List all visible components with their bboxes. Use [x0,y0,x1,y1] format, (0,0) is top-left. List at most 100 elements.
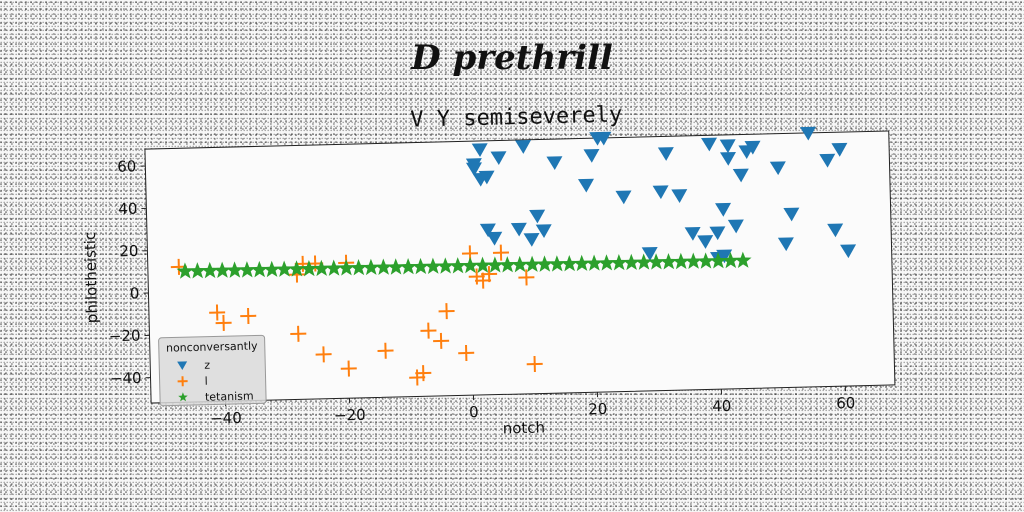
data-point [461,256,479,274]
data-point [250,260,269,278]
data-point [490,151,507,166]
legend-title: nonconversantly [166,339,258,354]
data-point [529,209,546,224]
data-point [300,259,318,277]
data-point [458,344,475,362]
data-point [819,153,836,168]
data-point [275,260,293,277]
figure-title: D prethrill [411,38,613,78]
legend-label-z: z [204,359,210,372]
legend-marker-l [177,376,188,387]
data-point [548,255,566,272]
data-point [518,269,535,286]
data-point [641,247,658,261]
data-point [610,253,628,271]
data-point [315,346,332,363]
data-point [433,332,450,349]
data-point [481,266,498,283]
data-point [583,148,600,163]
data-point [647,253,665,270]
data-point [337,259,355,276]
x-tick-label: 60 [836,394,856,412]
data-point [709,226,726,241]
data-point [660,253,678,270]
data-point [684,226,701,241]
data-point [827,223,844,238]
data-point [697,235,714,249]
data-point [209,304,226,321]
data-point [226,261,244,278]
data-point [498,256,516,273]
data-point [415,365,432,382]
data-point [486,231,503,246]
data-point [515,140,532,154]
data-point [546,156,563,171]
y-tick-label: 60 [117,157,137,175]
data-point [783,207,800,222]
x-tick-label: 0 [469,403,479,421]
data-point [420,322,437,339]
data-point [340,360,357,377]
data-point [288,260,306,277]
data-point [215,314,232,331]
data-point [188,262,207,279]
axis-ticks: −40 −20 0 20 40 60 −40 −20 0 20 40 60 [109,157,856,428]
data-point [709,252,727,269]
axes-group: V Y semiseverely −40 −20 0 20 40 60 −40 −20 0 20 4… [81,102,896,437]
y-tick-label: −40 [110,369,142,388]
legend-label-l: l [204,375,207,388]
data-point [238,261,256,278]
data-point [449,257,467,274]
data-point [472,172,489,187]
data-point [290,325,307,342]
x-tick-label: 40 [712,397,732,415]
data-point [701,137,718,152]
data-point [387,258,405,275]
series-tetanism [176,251,752,279]
x-tick-label: −20 [334,406,366,425]
data-point [377,342,394,359]
legend-label-tetanism: tetanism [205,390,254,404]
x-tick-label: −40 [210,409,242,428]
data-point [769,161,786,176]
data-point [652,185,669,200]
legend-box [158,334,267,407]
x-axis-label: notch [502,418,545,437]
data-point [716,249,733,264]
data-point [615,190,632,205]
data-point [719,139,736,154]
data-point [474,256,492,274]
data-point [734,251,752,269]
x-tick-label: 20 [588,400,608,418]
data-point [362,258,380,276]
data-point [424,257,442,274]
series-l [170,244,543,386]
data-point [536,255,554,272]
data-point [657,147,674,161]
data-point [492,244,509,261]
data-point [635,253,653,270]
data-point [672,252,690,270]
data-point [722,251,740,269]
data-point [201,261,219,279]
data-point [598,254,616,271]
data-point [325,259,343,276]
data-point [744,140,761,155]
data-point [523,232,540,247]
legend: nonconversantly zl tetanism [158,334,267,407]
data-point [374,258,392,275]
data-point [595,131,612,146]
data-point [399,258,417,275]
data-point [697,252,715,269]
y-tick-label: 40 [118,200,138,218]
data-point [585,254,603,271]
y-axis-label: philotheistic [81,232,101,324]
data-marks [170,126,857,386]
data-point [465,158,482,172]
legend-marker-tetanism [178,392,188,402]
y-tick-label: 0 [130,284,140,302]
data-point [350,259,368,276]
data-point [479,223,496,238]
data-point [719,151,736,166]
